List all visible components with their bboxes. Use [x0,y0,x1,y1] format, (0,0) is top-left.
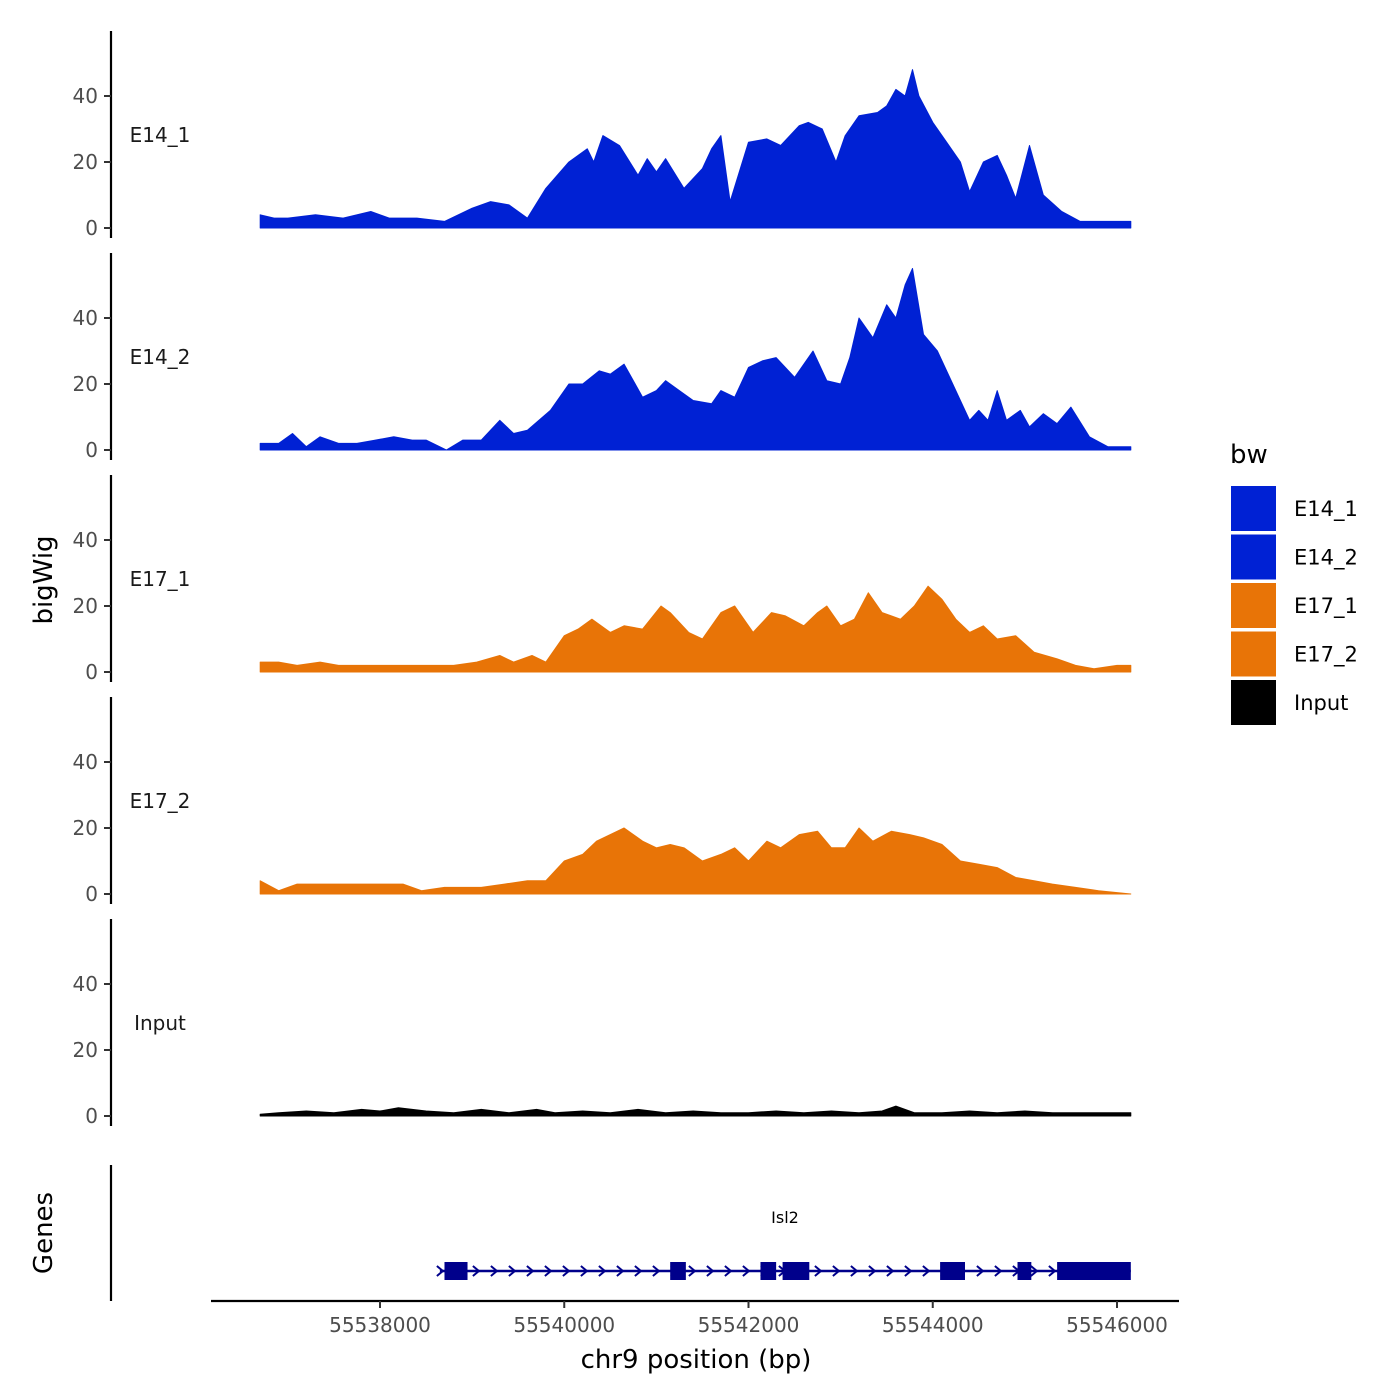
genes-axis-title: Genes [29,1192,59,1274]
track-label: E14_2 [130,345,191,369]
strand-arrow [832,1265,841,1277]
strand-arrow [706,1265,715,1277]
x-axis-title: chr9 position (bp) [581,1345,812,1375]
y-tick-label: 40 [73,528,98,552]
gene-name-label: Isl2 [771,1208,799,1227]
legend-swatch [1231,583,1276,628]
gene-exon [940,1262,965,1280]
strand-arrow [886,1265,895,1277]
strand-arrow [472,1265,481,1277]
signal-area-e17-1 [259,585,1132,673]
signal-area-e14-1 [259,69,1132,229]
signal-area-e17-2 [259,827,1132,895]
strand-arrow [490,1265,499,1277]
signal-area-input [259,1105,1132,1117]
gene-exon [782,1262,810,1280]
legend-title: bw [1230,440,1268,470]
gene-exon [1017,1262,1032,1280]
strand-arrow [724,1265,733,1277]
track-panel-input: 0 20 40 Input [73,919,1132,1128]
y-tick-label: 20 [73,150,98,174]
strand-arrow [868,1265,877,1277]
legend-swatch [1231,631,1276,677]
strand-arrow [598,1265,607,1277]
x-tick-label: 55546000 [1066,1313,1168,1337]
signal-area-e14-2 [259,268,1132,451]
y-axis-title: bigWig [29,535,59,624]
gene-exon [1057,1262,1131,1280]
y-tick-label: 0 [85,1104,98,1128]
legend-label: Input [1294,691,1348,715]
y-tick-label: 20 [73,1038,98,1062]
y-tick-label: 20 [73,816,98,840]
strand-arrow [814,1265,823,1277]
legend-label: E14_1 [1294,497,1358,522]
y-tick-label: 20 [73,372,98,396]
x-tick-label: 55540000 [513,1313,615,1337]
gene-track: Isl2 [109,1165,1131,1301]
strand-arrow [652,1265,661,1277]
track-panel-e17-2: 0 20 40 E17_2 [73,697,1132,906]
strand-arrow [850,1265,859,1277]
strand-arrow [508,1265,517,1277]
track-label: E14_1 [130,123,191,147]
gene-exon [670,1262,686,1280]
strand-arrow [544,1265,553,1277]
legend: bw E14_1 E14_2 E17_1 E17_2 Input [1230,440,1358,725]
track-panel-e14-1: 0 20 40 E14_1 [73,31,1132,240]
legend-label: E17_2 [1294,643,1358,668]
gene-exon [444,1262,468,1280]
x-axis: 55538000 55540000 55542000 55544000 55546000 [211,1299,1179,1337]
strand-arrow [742,1265,751,1277]
y-tick-label: 0 [85,882,98,906]
tracks-layer: 0 20 40 E14_1 0 20 40 E14_2 0 20 40 E17_1 0 20 40 E17_2… [73,31,1132,1128]
strand-arrow [436,1265,445,1277]
strand-arrow [1048,1265,1057,1277]
strand-arrow [634,1265,643,1277]
track-label: E17_1 [130,567,191,591]
legend-label: E14_2 [1294,546,1358,571]
strand-arrow [580,1265,589,1277]
y-tick-label: 40 [73,306,98,330]
y-tick-label: 0 [85,660,98,684]
strand-arrow [616,1265,625,1277]
strand-arrow [976,1265,985,1277]
legend-swatch [1231,680,1276,725]
legend-label: E17_1 [1294,594,1358,619]
x-tick-label: 55544000 [882,1313,984,1337]
strand-arrow [526,1265,535,1277]
track-panel-e17-1: 0 20 40 E17_1 [73,475,1132,684]
x-tick-label: 55542000 [698,1313,800,1337]
y-tick-label: 0 [85,216,98,240]
y-tick-label: 20 [73,594,98,618]
gene-exon [760,1262,777,1280]
y-tick-label: 40 [73,750,98,774]
strand-arrow [922,1265,931,1277]
strand-arrow [1030,1265,1039,1277]
x-tick-label: 55538000 [329,1313,431,1337]
track-panel-e14-2: 0 20 40 E14_2 [73,253,1132,462]
legend-swatch [1231,534,1276,580]
y-tick-label: 40 [73,972,98,996]
strand-arrow [904,1265,913,1277]
strand-arrow [562,1265,571,1277]
y-tick-label: 0 [85,438,98,462]
y-tick-label: 40 [73,84,98,108]
legend-swatch [1231,486,1276,531]
strand-arrow [688,1265,697,1277]
track-label: E17_2 [130,789,191,813]
track-label: Input [134,1011,186,1035]
strand-arrow [994,1265,1003,1277]
